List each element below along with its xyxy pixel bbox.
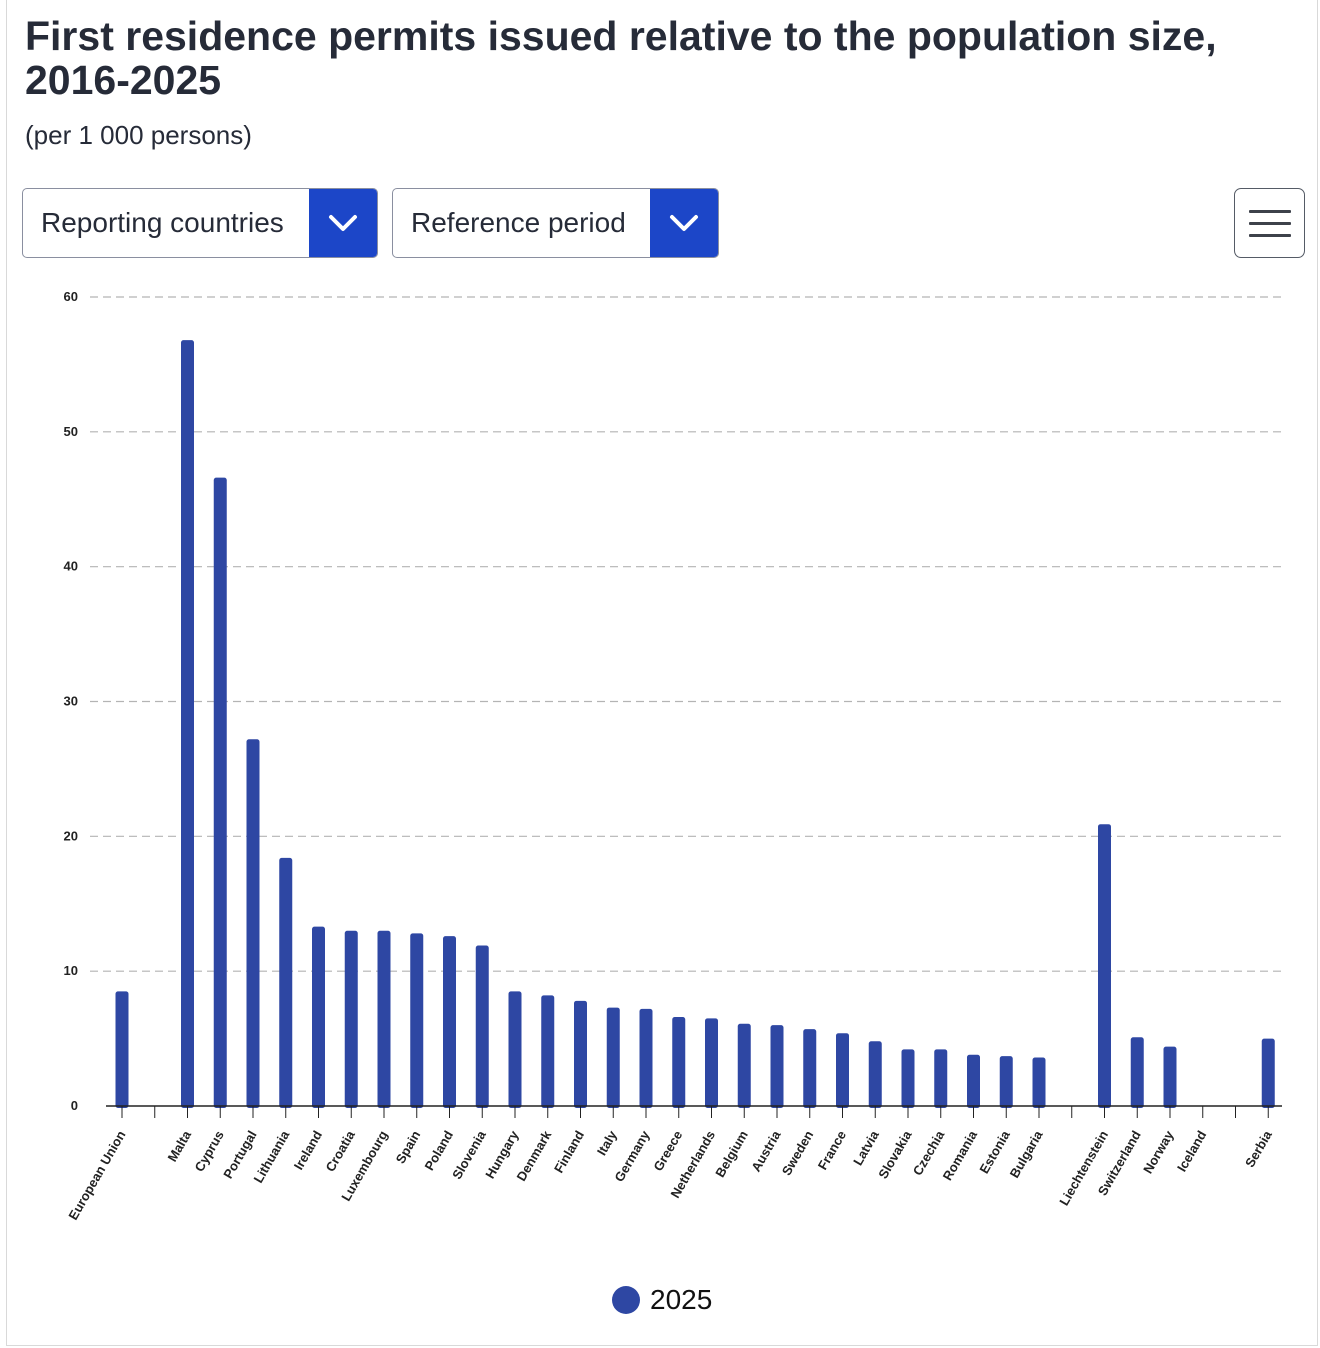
chart-menu-button[interactable] [1234, 188, 1305, 258]
bar[interactable] [213, 477, 227, 1109]
bar[interactable] [770, 1025, 784, 1108]
bar[interactable] [639, 1008, 653, 1108]
chart-legend[interactable]: 2025 [612, 1284, 712, 1316]
y-tick-label: 20 [64, 828, 78, 843]
bar[interactable] [541, 995, 555, 1108]
bar[interactable] [672, 1017, 686, 1108]
x-tick-label: Greece [650, 1128, 685, 1174]
bar[interactable] [836, 1033, 849, 1108]
bar[interactable] [999, 1056, 1013, 1108]
bar[interactable] [377, 930, 391, 1108]
hamburger-menu-icon-line [1248, 209, 1291, 213]
y-tick-label: 50 [64, 424, 78, 439]
x-tick-label: Austria [748, 1127, 784, 1174]
chart-frame [6, 0, 1318, 1346]
x-tick-label: Estonia [976, 1127, 1013, 1176]
bar[interactable] [181, 340, 194, 1108]
x-tick-label: Belgium [712, 1128, 751, 1180]
x-tick-label: Spain [393, 1128, 424, 1166]
bar[interactable] [1163, 1046, 1177, 1108]
bar[interactable] [1130, 1037, 1144, 1108]
bar[interactable] [1032, 1057, 1046, 1108]
reference-period-dropdown[interactable]: Reference period [392, 188, 719, 258]
legend-marker [612, 1286, 640, 1314]
chevron-down-icon[interactable] [650, 189, 718, 257]
x-tick-label: Finland [551, 1128, 587, 1176]
hamburger-menu-icon-line [1248, 221, 1291, 225]
y-tick-label: 60 [64, 289, 78, 304]
bar[interactable] [737, 1023, 751, 1108]
bar[interactable] [344, 930, 358, 1108]
bar[interactable] [705, 1018, 718, 1108]
y-tick-label: 0 [71, 1098, 78, 1113]
bar[interactable] [312, 926, 325, 1108]
bar[interactable] [967, 1054, 980, 1108]
x-tick-label: Latvia [850, 1127, 882, 1168]
chart-subtitle: (per 1 000 persons) [25, 120, 252, 150]
x-tick-label: Cyprus [191, 1128, 226, 1174]
bar[interactable] [410, 933, 424, 1108]
bar[interactable] [574, 1000, 587, 1108]
chart-title: First residence permits issued relative … [25, 13, 1217, 103]
bar[interactable] [934, 1049, 948, 1108]
bar[interactable] [475, 945, 489, 1108]
bar[interactable] [1261, 1038, 1275, 1108]
x-tick-label: Croatia [322, 1127, 358, 1174]
bar[interactable] [508, 991, 522, 1108]
bar[interactable] [868, 1041, 882, 1108]
reporting-countries-label: Reporting countries [41, 207, 284, 238]
x-tick-label: France [815, 1128, 849, 1172]
bar[interactable] [803, 1029, 817, 1108]
x-tick-label: Poland [421, 1128, 456, 1173]
y-tick-label: 30 [64, 694, 78, 709]
x-tick-label: Italy [594, 1127, 620, 1158]
hamburger-menu-icon-line [1248, 233, 1291, 237]
x-tick-label: Ireland [291, 1128, 325, 1172]
reporting-countries-dropdown[interactable]: Reporting countries [22, 188, 378, 258]
bar[interactable] [901, 1049, 915, 1108]
x-tick-label: Malta [164, 1127, 194, 1164]
reference-period-label: Reference period [411, 207, 626, 238]
bar[interactable] [115, 991, 129, 1108]
x-tick-label: Sweden [779, 1128, 817, 1178]
bar[interactable] [606, 1007, 620, 1108]
y-tick-label: 40 [64, 559, 78, 574]
bar[interactable] [246, 739, 260, 1108]
x-tick-label: European Union [65, 1128, 128, 1222]
x-tick-label: Norway [1140, 1127, 1177, 1176]
y-tick-label: 10 [64, 963, 78, 978]
x-tick-label: Serbia [1242, 1127, 1275, 1170]
bar[interactable] [279, 857, 293, 1108]
legend-label: 2025 [650, 1284, 713, 1315]
x-tick-label: Iceland [1174, 1128, 1209, 1174]
chevron-down-icon[interactable] [309, 189, 377, 257]
bar[interactable] [1098, 824, 1111, 1108]
bar[interactable] [443, 936, 456, 1108]
